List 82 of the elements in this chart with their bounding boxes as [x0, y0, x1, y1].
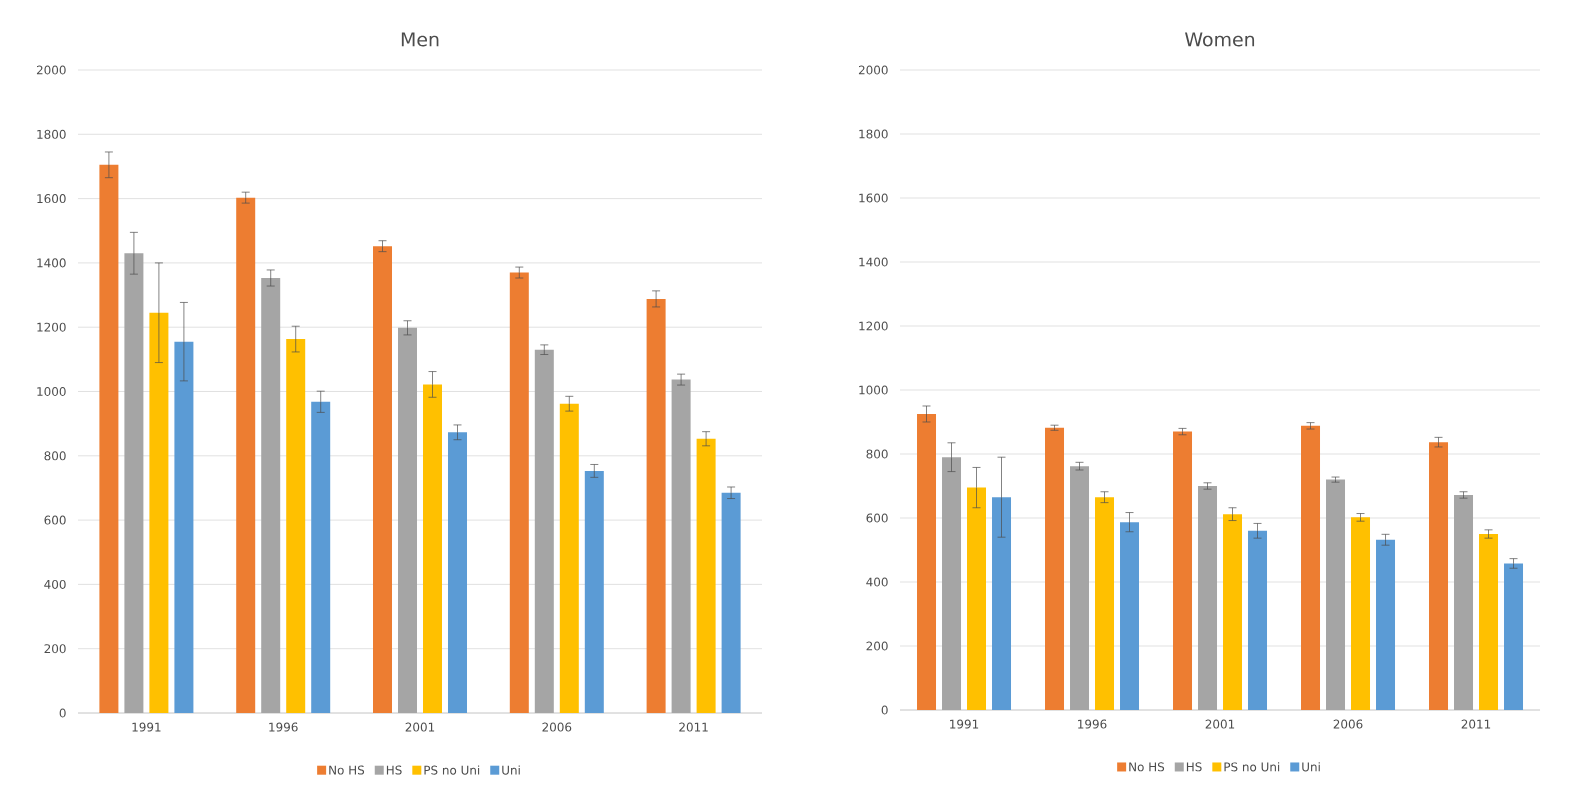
- bar: [1351, 517, 1371, 710]
- y-tick-label: 400: [44, 579, 66, 589]
- bar: [398, 327, 417, 713]
- legend-label: No HS: [1129, 762, 1165, 772]
- y-tick-label: 200: [866, 641, 888, 651]
- y-tick-label: 1400: [37, 258, 66, 268]
- legend-label: PS no Uni: [1224, 762, 1280, 772]
- legend-label: Uni: [1302, 762, 1320, 772]
- y-tick-label: 1200: [859, 321, 888, 331]
- bar: [1479, 534, 1499, 710]
- y-tick-label: 2000: [858, 65, 888, 75]
- bar: [584, 470, 604, 713]
- bar: [696, 438, 716, 713]
- bar: [917, 414, 937, 710]
- y-tick-label: 1000: [859, 385, 888, 395]
- y-tick-label: 600: [44, 515, 66, 525]
- bar: [1095, 497, 1115, 710]
- x-tick-label: 2001: [405, 722, 435, 732]
- bar: [423, 384, 442, 713]
- legend-label: Uni: [502, 765, 520, 775]
- y-tick-label: 2000: [36, 65, 66, 75]
- bar: [721, 492, 741, 713]
- y-tick-label: 200: [44, 644, 66, 654]
- x-tick-label: 1991: [950, 719, 979, 729]
- legend-label: HS: [386, 765, 402, 775]
- bar: [1376, 539, 1396, 710]
- legend-label: HS: [1186, 762, 1202, 772]
- y-tick-label: 800: [866, 449, 888, 459]
- bar: [559, 403, 579, 713]
- y-tick-label: 0: [881, 705, 888, 715]
- bar: [311, 401, 331, 713]
- bar: [992, 497, 1012, 710]
- bar: [99, 164, 119, 713]
- bar: [261, 278, 281, 713]
- bar: [1504, 563, 1524, 710]
- bar: [236, 197, 256, 713]
- bar: [1326, 479, 1346, 710]
- bar: [174, 341, 194, 713]
- bar: [942, 457, 962, 710]
- bar: [1223, 514, 1243, 710]
- x-tick-label: 2006: [542, 722, 572, 732]
- chart-title: Women: [1185, 32, 1255, 47]
- bar: [671, 379, 691, 713]
- x-tick-label: 1996: [269, 722, 298, 732]
- bar: [1301, 425, 1321, 710]
- x-tick-label: 1991: [132, 722, 161, 732]
- bar: [149, 312, 169, 713]
- y-tick-label: 800: [44, 451, 66, 461]
- legend-label: PS no Uni: [424, 765, 480, 775]
- y-tick-label: 0: [59, 708, 66, 718]
- y-tick-label: 600: [866, 513, 888, 523]
- y-tick-label: 1800: [859, 129, 888, 139]
- bar: [1120, 522, 1140, 710]
- bar: [286, 339, 306, 713]
- y-tick-label: 1800: [37, 129, 66, 139]
- bar: [124, 253, 144, 713]
- x-tick-label: 2006: [1333, 719, 1363, 729]
- x-tick-label: 1996: [1078, 719, 1107, 729]
- x-tick-label: 2001: [1205, 719, 1235, 729]
- bar: [1454, 494, 1474, 710]
- y-tick-label: 1600: [859, 193, 888, 203]
- bar: [534, 349, 554, 713]
- y-tick-label: 1200: [37, 322, 66, 332]
- bar: [1248, 530, 1268, 710]
- y-tick-label: 1600: [37, 194, 66, 204]
- bar: [1429, 442, 1449, 710]
- x-tick-label: 2011: [679, 722, 708, 732]
- bar: [373, 246, 392, 713]
- bar: [448, 432, 467, 713]
- bar: [1070, 466, 1090, 710]
- bar: [1045, 427, 1065, 710]
- bar: [509, 272, 529, 713]
- bar: [1173, 431, 1193, 710]
- y-tick-label: 1000: [37, 386, 66, 397]
- x-tick-label: 2011: [1461, 719, 1491, 729]
- bar: [1198, 486, 1218, 710]
- y-tick-label: 1400: [859, 257, 888, 267]
- bar: [967, 487, 987, 710]
- y-tick-label: 400: [866, 577, 888, 587]
- chart-title: Men: [401, 32, 439, 47]
- bar: [646, 298, 666, 713]
- legend-label: No HS: [329, 765, 365, 775]
